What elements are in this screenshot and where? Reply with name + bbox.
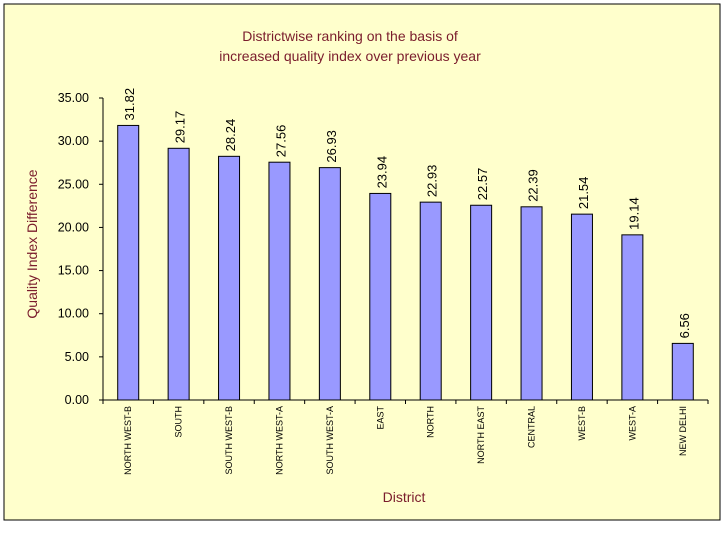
category-label: EAST (375, 406, 385, 430)
data-label: 22.57 (475, 168, 490, 201)
y-tick-label: 30.00 (58, 134, 89, 148)
data-label: 28.24 (223, 119, 238, 152)
bar (318, 167, 341, 401)
data-label: 31.82 (122, 88, 137, 121)
bar (268, 161, 291, 401)
data-label: 26.93 (324, 130, 339, 163)
data-label: 22.93 (425, 165, 440, 198)
data-label: 22.39 (526, 169, 541, 202)
bar (520, 206, 543, 401)
category-label: NORTH EAST (476, 406, 486, 464)
category-label: SOUTH WEST-B (224, 406, 234, 475)
data-label: 6.56 (677, 313, 692, 338)
category-label: NORTH WEST-B (123, 406, 133, 475)
category-label: WEST-A (627, 406, 637, 441)
x-axis-title: District (383, 489, 426, 505)
data-label: 19.14 (626, 197, 641, 230)
category-label: NORTH (426, 406, 436, 438)
y-tick-label: 0.00 (65, 393, 89, 407)
category-label: SOUTH (174, 406, 184, 438)
bar (470, 204, 493, 401)
chart-background (3, 3, 721, 521)
chart-title-line-1: Districtwise ranking on the basis of (242, 28, 458, 44)
bar (570, 213, 593, 401)
y-axis-title: Quality Index Difference (24, 169, 40, 318)
bar (671, 342, 694, 401)
data-label: 29.17 (173, 111, 188, 144)
data-label: 23.94 (374, 156, 389, 189)
data-label: 21.54 (576, 177, 591, 210)
y-tick-label: 25.00 (58, 177, 89, 191)
category-label: SOUTH WEST-A (325, 406, 335, 475)
bar (419, 201, 442, 401)
bar (369, 192, 392, 401)
data-label: 27.56 (273, 125, 288, 158)
y-tick-label: 15.00 (58, 264, 89, 278)
category-label: NORTH WEST-A (274, 406, 284, 475)
bar (218, 155, 241, 401)
category-label: CENTRAL (527, 406, 537, 448)
y-tick-label: 5.00 (65, 350, 89, 364)
bar (117, 124, 140, 401)
bar (621, 234, 644, 401)
category-label: NEW DELHI (678, 406, 688, 456)
plot-area: 0.00 5.00 10.00 15.00 20.00 25.00 30.00 35.00 31… (58, 88, 709, 475)
y-tick-label: 35.00 (58, 91, 89, 105)
y-tick-label: 20.00 (58, 220, 89, 234)
category-label: WEST-B (577, 406, 587, 441)
bar (167, 147, 190, 401)
chart-title-line-2: increased quality index over previous ye… (219, 48, 481, 64)
y-tick-label: 10.00 (58, 307, 89, 321)
